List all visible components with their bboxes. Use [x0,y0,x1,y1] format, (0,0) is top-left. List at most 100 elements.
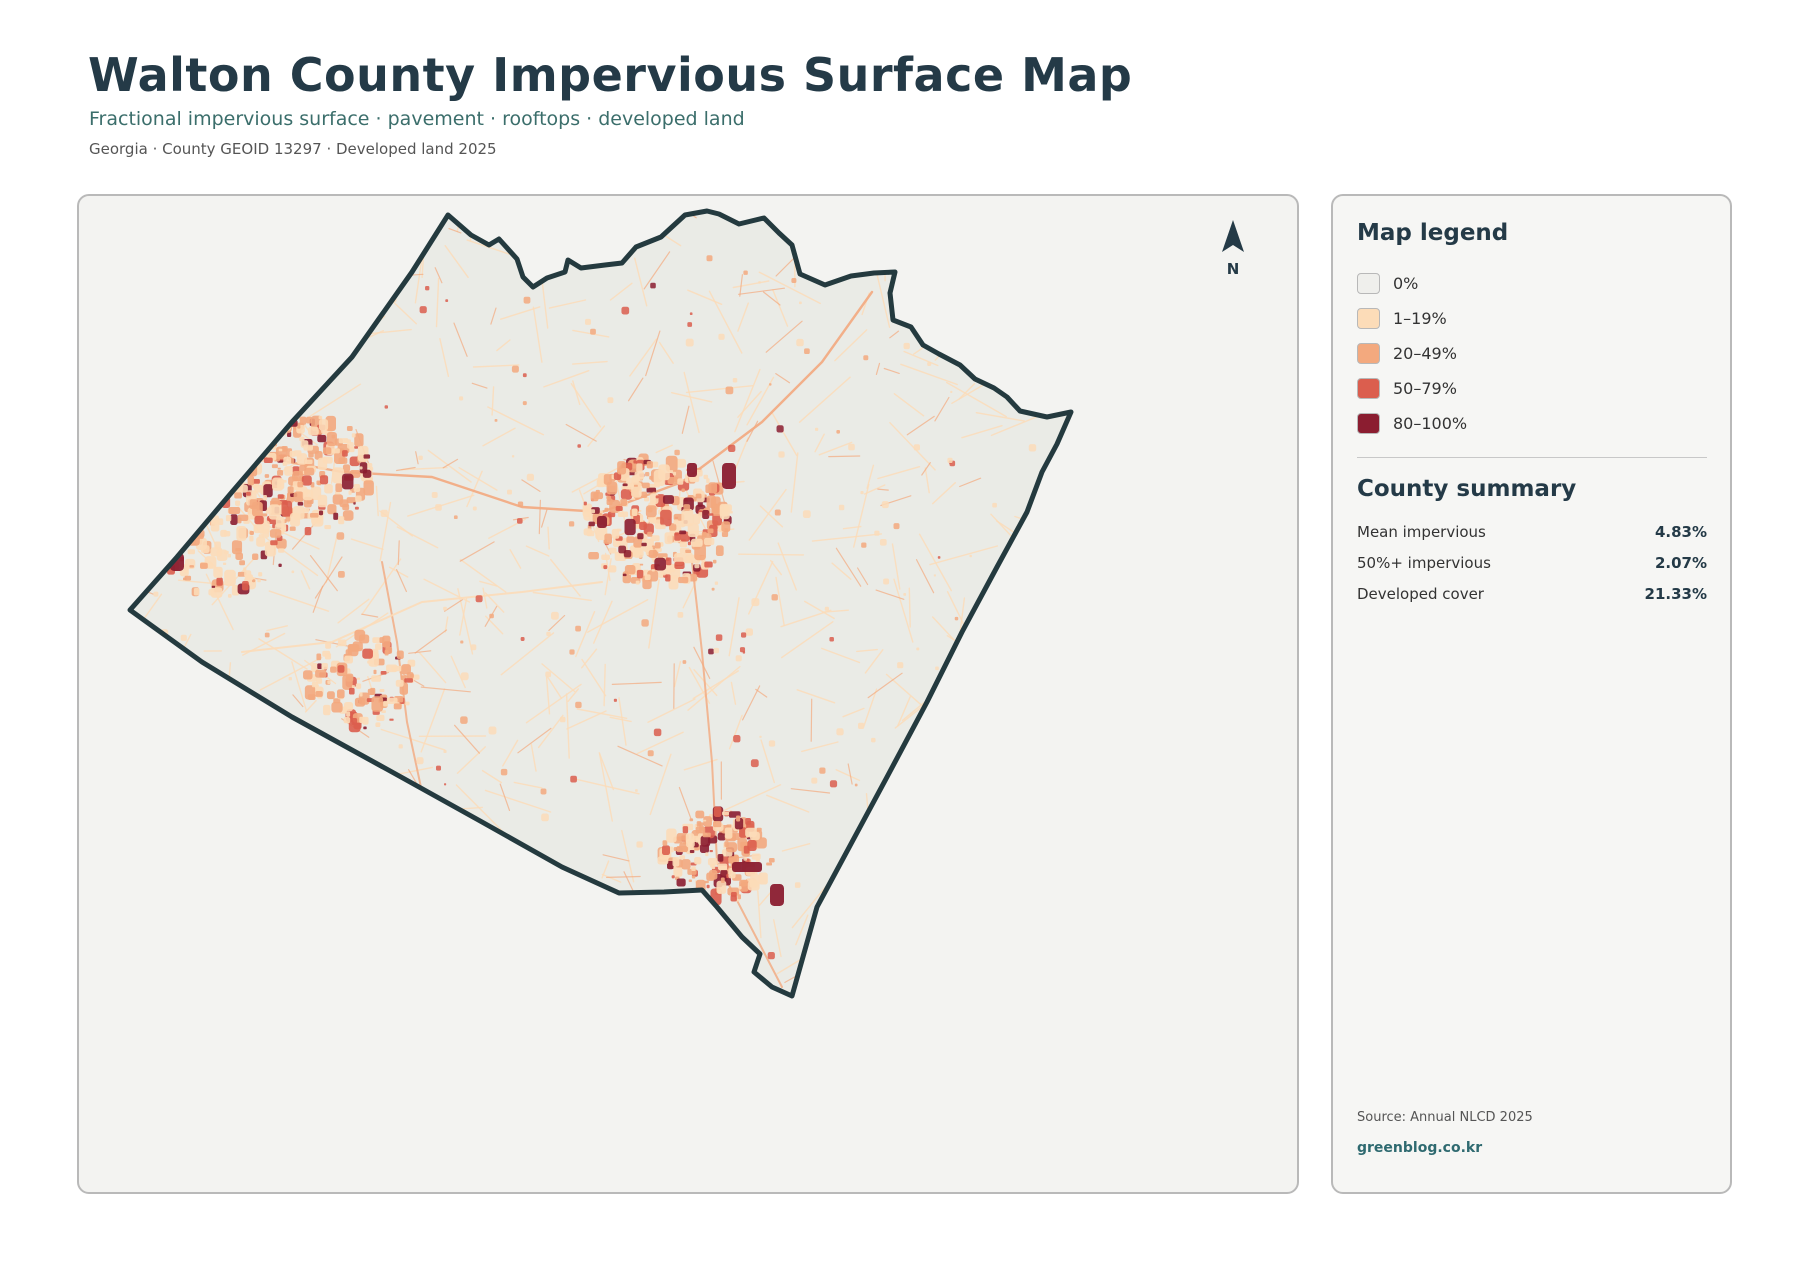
road-segment [138,289,151,351]
developed-patch [252,553,259,561]
developed-patch [694,857,702,865]
road-segment [248,289,289,321]
developed-patch [153,591,159,597]
developed-patch [1011,714,1017,720]
road-segment [781,843,811,852]
road-segment [950,747,960,808]
road-segment [550,558,581,597]
developed-patch [662,495,675,504]
road-segment [603,663,606,707]
developed-patch [836,430,840,434]
road-segment [605,875,641,879]
map-panel[interactable] [77,194,1299,1194]
developed-patch [351,791,355,795]
developed-patch [249,531,254,535]
road-segment [570,382,602,428]
developed-patch [324,525,332,530]
developed-patch [992,502,997,508]
road-segment [309,555,338,592]
developed-patch [657,856,669,865]
developed-patch [631,481,642,498]
developed-patch [766,862,772,866]
developed-patch [183,568,189,574]
developed-patch [398,744,403,749]
developed-patch [659,524,666,530]
developed-patch [879,538,887,546]
road-segment [636,731,684,755]
legend-label: 80–100% [1393,414,1468,433]
developed-patch [349,933,356,941]
developed-patch [297,424,301,429]
road-segment [924,467,930,494]
road-segment [827,967,878,979]
road-segment [1053,855,1071,901]
developed-patch [242,581,249,591]
road-segment [547,236,587,262]
road-segment [217,465,226,492]
developed-patch [357,445,369,462]
developed-patch [401,664,411,675]
developed-patch [768,857,775,863]
developed-patch [354,446,358,449]
developed-patch [317,434,327,443]
developed-patch [731,892,737,897]
road-segment [291,661,308,712]
developed-patch [235,500,241,506]
developed-patch [794,882,801,888]
developed-patch [635,789,638,792]
road-segment [311,233,338,281]
road-segment [273,892,316,906]
developed-patch [278,414,288,425]
developed-patch [223,562,227,565]
developed-patch [682,826,689,834]
developed-patch [707,858,718,866]
road-segment [323,759,348,774]
developed-patch [273,960,278,965]
developed-patch [954,616,959,621]
road-segment [773,919,782,958]
developed-patch [585,318,591,325]
developed-patch [363,454,371,459]
developed-patch [622,483,628,487]
developed-patch [633,536,643,548]
developed-patch [725,386,734,395]
developed-patch [751,598,760,607]
road-segment [814,433,825,453]
road-segment [981,963,1025,988]
road-segment [326,326,337,364]
road-segment [1054,842,1071,857]
county-boundary [127,208,1074,999]
road-segment [348,235,385,245]
developed-patch [568,521,575,527]
road-segment [459,558,507,593]
site-link[interactable]: greenblog.co.kr [1357,1140,1483,1156]
developed-patch [359,634,370,644]
road-segment [629,338,658,377]
road-segment [618,697,627,746]
developed-patch [588,552,599,560]
impervious-developed-layer [153,226,1051,987]
developed-patch [241,280,247,286]
road-segment [361,613,379,618]
road-segment [222,261,236,314]
developed-patch [643,523,654,535]
developed-patch [636,841,643,848]
developed-patch [1019,784,1024,789]
developed-patch [681,859,691,870]
road-segment [1025,267,1044,292]
road-segment [755,688,768,698]
developed-patch [248,374,253,378]
north-arrow-icon [1222,220,1244,252]
road-segment [457,588,474,655]
road-segment [435,277,440,328]
county-map[interactable] [79,196,1299,1194]
legend-item: 1–19% [1357,301,1467,336]
developed-patch [913,444,920,451]
developed-patch [732,862,762,872]
road-segment [236,879,241,904]
road-segment [877,466,921,480]
developed-patch [674,449,680,456]
developed-patch [363,480,374,496]
developed-patch [308,452,314,458]
developed-patch [569,649,575,655]
